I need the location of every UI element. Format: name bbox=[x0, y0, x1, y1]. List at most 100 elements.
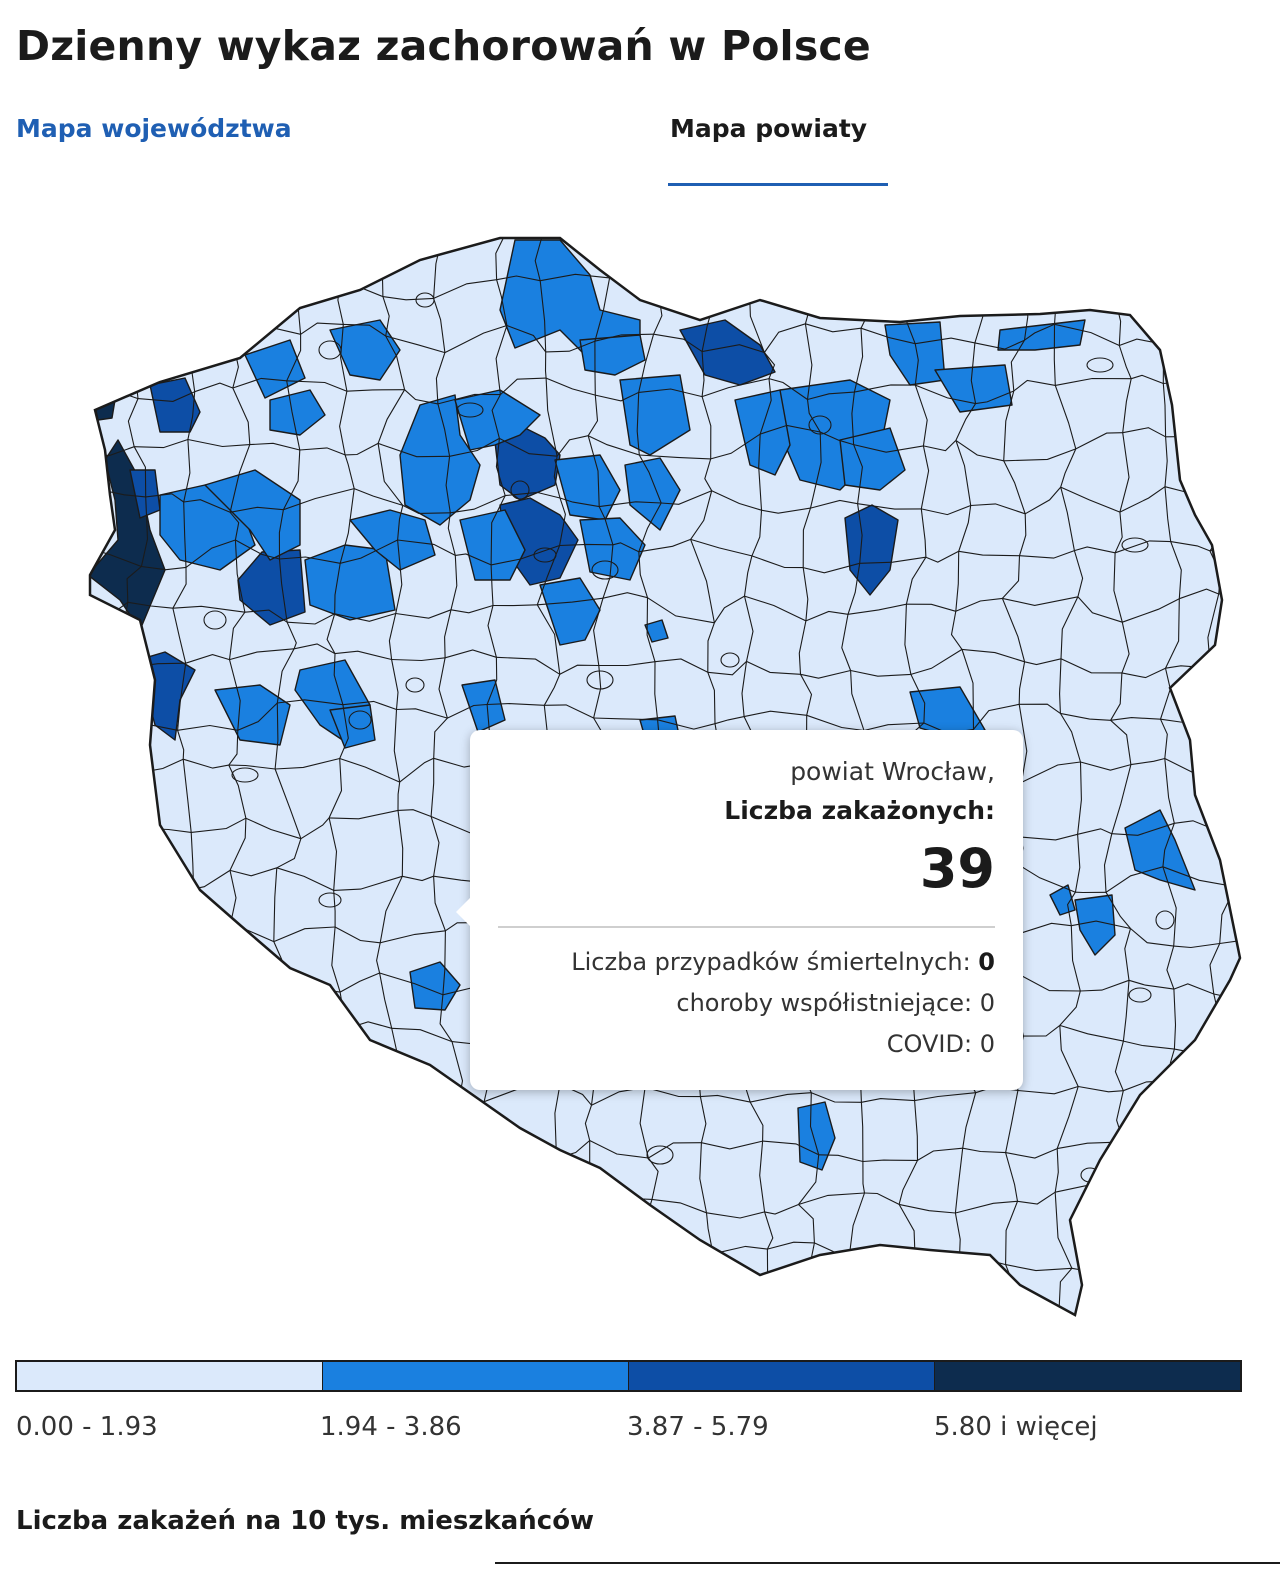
county-boundary bbox=[545, 378, 558, 457]
county-boundary bbox=[90, 332, 92, 386]
legend-swatch-4 bbox=[935, 1362, 1240, 1390]
county-boundary bbox=[122, 884, 132, 941]
county-boundary bbox=[244, 1029, 283, 1042]
county-boundary bbox=[559, 497, 600, 508]
county-boundary bbox=[1268, 991, 1273, 1039]
tooltip-divider bbox=[498, 926, 995, 928]
county-boundary bbox=[1222, 1044, 1237, 1090]
poland-county-map[interactable] bbox=[0, 200, 1280, 1340]
county-boundary bbox=[1113, 552, 1123, 623]
county-region-4[interactable] bbox=[149, 377, 201, 433]
county-boundary bbox=[860, 327, 916, 345]
county-boundary bbox=[854, 238, 910, 246]
county-boundary bbox=[595, 391, 639, 402]
county-boundary bbox=[954, 1148, 964, 1214]
county-boundary bbox=[1003, 448, 1076, 462]
county-boundary bbox=[90, 1024, 143, 1051]
county-boundary bbox=[898, 1203, 956, 1214]
county-boundary bbox=[598, 661, 656, 667]
county-region-39[interactable] bbox=[1074, 894, 1116, 956]
tab-county-map[interactable]: Mapa powiaty bbox=[670, 114, 868, 143]
county-boundary bbox=[903, 244, 912, 281]
county-boundary bbox=[222, 1189, 302, 1203]
county-boundary bbox=[119, 1097, 126, 1147]
county-boundary bbox=[1075, 432, 1123, 450]
county-boundary bbox=[962, 1092, 977, 1149]
county-region-33[interactable] bbox=[734, 389, 791, 476]
county-boundary bbox=[1060, 448, 1077, 488]
county-boundary bbox=[958, 1320, 973, 1341]
county-boundary bbox=[1021, 833, 1078, 841]
county-boundary bbox=[800, 674, 813, 716]
county-region-45[interactable] bbox=[644, 619, 669, 643]
county-boundary bbox=[286, 334, 302, 382]
county-region-27[interactable] bbox=[269, 389, 326, 436]
county-boundary bbox=[559, 1303, 605, 1314]
county-boundary bbox=[286, 1091, 334, 1095]
county-boundary bbox=[343, 323, 387, 337]
county-region-26[interactable] bbox=[329, 319, 401, 381]
county-region-25[interactable] bbox=[244, 339, 306, 399]
county-boundary bbox=[330, 1094, 337, 1144]
county-boundary bbox=[805, 610, 849, 622]
county-boundary bbox=[244, 609, 288, 623]
legend-swatch-2 bbox=[323, 1362, 629, 1390]
county-region-20[interactable] bbox=[304, 544, 396, 621]
county-boundary bbox=[299, 274, 341, 293]
county-boundary bbox=[1128, 979, 1174, 990]
county-boundary bbox=[1229, 1311, 1240, 1315]
county-boundary bbox=[172, 1208, 186, 1261]
county-boundary bbox=[1053, 324, 1056, 386]
county-boundary bbox=[283, 488, 355, 511]
county-region-22[interactable] bbox=[204, 469, 301, 561]
county-boundary bbox=[397, 539, 456, 556]
county-boundary bbox=[393, 709, 401, 783]
bottom-divider bbox=[495, 1562, 1280, 1564]
county-boundary bbox=[183, 328, 232, 338]
county-boundary bbox=[536, 604, 561, 675]
county-region-42[interactable] bbox=[461, 679, 506, 733]
county-boundary bbox=[704, 458, 713, 491]
county-boundary bbox=[1211, 724, 1223, 782]
county-boundary bbox=[169, 297, 185, 330]
county-boundary bbox=[334, 926, 381, 944]
legend-range-3: 3.87 - 5.79 bbox=[627, 1412, 769, 1442]
county-boundary bbox=[505, 491, 561, 499]
county-region-35[interactable] bbox=[214, 684, 291, 746]
county-region-23[interactable] bbox=[349, 509, 436, 571]
county-boundary bbox=[185, 654, 230, 664]
county-region-37[interactable] bbox=[1124, 809, 1196, 891]
county-boundary bbox=[1263, 1257, 1276, 1312]
county-boundary bbox=[1219, 767, 1240, 783]
county-region-29[interactable] bbox=[934, 364, 1013, 413]
county-boundary bbox=[1210, 649, 1240, 669]
county-boundary bbox=[334, 1322, 346, 1340]
county-boundary bbox=[1203, 667, 1213, 725]
county-region-28[interactable] bbox=[884, 321, 946, 386]
county-boundary bbox=[1060, 486, 1121, 513]
county-boundary bbox=[793, 1309, 813, 1315]
county-boundary bbox=[973, 1314, 1031, 1315]
county-boundary bbox=[639, 238, 659, 289]
county-boundary bbox=[798, 1154, 820, 1205]
county-region-16[interactable] bbox=[624, 457, 681, 531]
county-boundary bbox=[91, 713, 124, 724]
county-region-13[interactable] bbox=[399, 394, 481, 526]
county-region-12[interactable] bbox=[579, 334, 646, 376]
county-region-41[interactable] bbox=[409, 961, 461, 1011]
county-boundary bbox=[803, 562, 860, 574]
county-boundary bbox=[648, 1142, 702, 1159]
city-county-outline bbox=[318, 892, 342, 908]
tab-voivodeship-map[interactable]: Mapa województwa bbox=[16, 114, 292, 143]
county-boundary bbox=[920, 508, 927, 558]
county-region-5[interactable] bbox=[237, 549, 306, 626]
county-region-40[interactable] bbox=[797, 1101, 836, 1171]
county-region-32[interactable] bbox=[839, 427, 906, 491]
county-boundary bbox=[594, 333, 654, 342]
county-region-18[interactable] bbox=[539, 577, 601, 646]
county-boundary bbox=[1265, 826, 1280, 882]
county-boundary bbox=[145, 493, 185, 503]
county-boundary bbox=[1183, 1193, 1224, 1206]
county-boundary bbox=[333, 1027, 351, 1095]
county-region-38[interactable] bbox=[1049, 884, 1076, 916]
